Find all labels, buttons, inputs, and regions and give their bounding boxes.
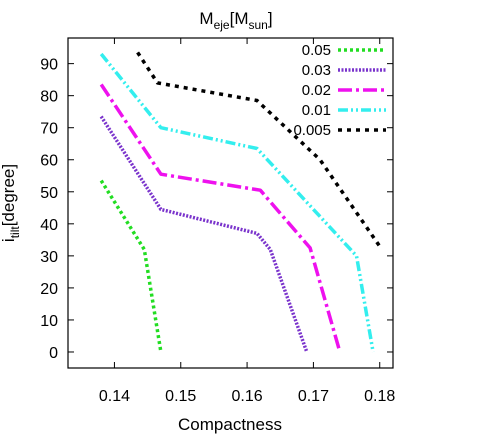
series-line-0.03 [99,115,309,353]
legend-label: 0.01 [302,102,331,119]
x-axis: 0.14 0.15 0.16 0.17 0.18 [99,38,395,405]
y-tick-label: 60 [40,153,58,170]
legend-label: 0.03 [302,62,331,79]
y-tick-label: 30 [40,249,58,266]
chart-title: Meje[Msun] [199,9,272,32]
legend-label: 0.005 [293,122,331,139]
y-tick-label: 20 [40,281,58,298]
x-tick-label: 0.17 [298,388,329,405]
x-tick-label: 0.15 [165,388,196,405]
y-tick-label: 90 [40,57,58,74]
y-tick-label: 80 [40,89,58,106]
series-group [99,51,382,353]
series-line-0.005 [136,51,382,248]
series-line-0.01 [99,52,375,353]
y-tick-label: 50 [40,185,58,202]
series-line-0.05 [99,179,163,353]
x-axis-label: Compactness [178,415,282,434]
y-tick-label: 40 [40,217,58,234]
x-tick-label: 0.18 [364,388,395,405]
x-tick-label: 0.14 [99,388,130,405]
y-tick-label: 10 [40,313,58,330]
legend: 0.05 0.03 0.02 0.01 0.005 [293,42,386,139]
legend-label: 0.05 [302,42,331,59]
y-tick-label: 0 [49,345,58,362]
plot-frame [67,37,394,369]
y-axis: 0 10 20 30 40 50 60 70 80 90 [40,57,393,362]
y-axis-label: itilt[degree] [0,164,22,242]
legend-label: 0.02 [302,82,331,99]
y-tick-label: 70 [40,121,58,138]
x-tick-label: 0.16 [232,388,263,405]
series-line-0.02 [99,83,342,353]
